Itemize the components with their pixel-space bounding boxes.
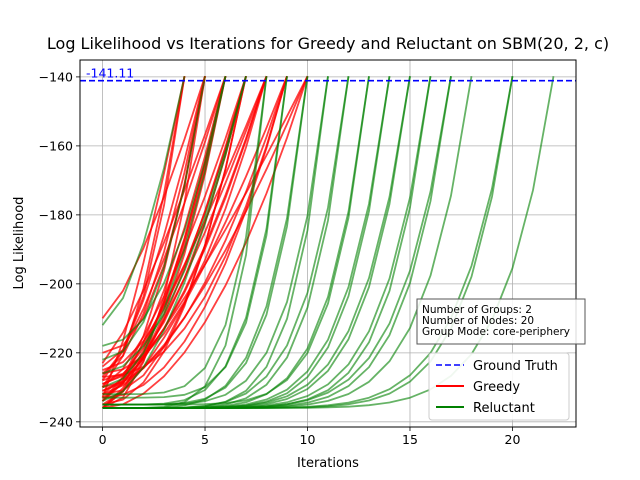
info-box: Number of Groups: 2 Number of Nodes: 20 … — [416, 298, 586, 345]
y-axis-label: Log Likelihood — [12, 197, 27, 290]
y-axis-ticks: −240 −220 −200 −180 −160 −140 — [39, 69, 80, 429]
legend: Ground Truth Greedy Reluctant — [428, 352, 570, 421]
greedy-run-line — [101, 76, 186, 368]
chart-title: Log Likelihood vs Iterations for Greedy … — [47, 34, 609, 53]
info-nodes: Number of Nodes: 20 — [422, 315, 534, 327]
greedy-run-line — [101, 75, 227, 364]
greedy-run-line — [101, 76, 186, 388]
info-groups: Number of Groups: 2 — [422, 304, 532, 316]
reluctant-run-line — [102, 75, 227, 347]
y-tick-label: −220 — [39, 345, 73, 360]
legend-frame — [428, 352, 570, 421]
reluctant-run-line — [102, 76, 268, 396]
legend-label-ground-truth: Ground Truth — [473, 359, 558, 374]
reluctant-run-line — [102, 75, 247, 375]
y-tick-label: −180 — [39, 207, 73, 222]
y-tick-label: −140 — [39, 69, 73, 84]
y-tick-label: −160 — [39, 138, 73, 153]
x-tick-label: 20 — [505, 432, 521, 447]
legend-label-reluctant: Reluctant — [473, 401, 535, 416]
plot-frame — [79, 59, 577, 428]
greedy-run-line — [102, 75, 309, 396]
legend-label-greedy: Greedy — [473, 380, 520, 395]
reluctant-run-line — [102, 75, 247, 402]
x-tick-label: 5 — [201, 432, 209, 447]
greedy-run-line — [101, 75, 206, 319]
reluctant-run-line — [102, 76, 288, 399]
x-axis-ticks: 0 5 10 15 20 — [99, 427, 521, 447]
x-tick-label: 10 — [300, 432, 316, 447]
ground-truth-value-label: -141.11 — [86, 66, 134, 81]
info-box-frame — [416, 298, 586, 345]
y-tick-label: −240 — [39, 414, 73, 429]
greedy-run-line — [102, 75, 288, 399]
reluctant-run-line — [102, 76, 370, 406]
x-tick-label: 0 — [99, 432, 107, 447]
greedy-run-line — [101, 75, 309, 402]
info-group-mode: Group Mode: core-periphery — [422, 326, 570, 338]
x-tick-label: 15 — [402, 432, 418, 447]
y-tick-label: −200 — [39, 276, 73, 291]
x-axis-label: Iterations — [297, 456, 359, 471]
reluctant-run-line — [102, 76, 206, 361]
reluctant-run-line — [101, 76, 186, 326]
reluctant-run-line — [102, 76, 227, 389]
